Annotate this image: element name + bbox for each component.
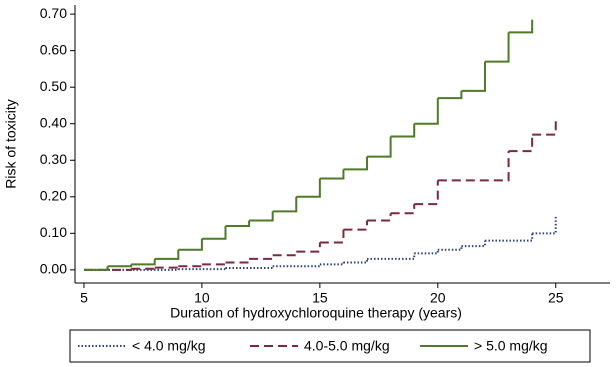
step-segment: [296, 242, 321, 253]
y-tick-label: 0.40: [40, 114, 67, 130]
legend-box: [69, 329, 591, 363]
x-tick-label: 15: [312, 290, 328, 306]
step-segment: [343, 258, 369, 264]
y-tick-label: 0.50: [40, 78, 67, 94]
step-segment: [225, 220, 251, 228]
x-tick-label: 5: [80, 290, 88, 306]
step-segment: [272, 251, 298, 257]
y-tick-label: 0.20: [40, 187, 67, 203]
x-tick-label: 10: [194, 290, 210, 306]
step-segment: [414, 98, 439, 125]
step-segment: [319, 229, 345, 244]
step-segment: [272, 264, 321, 268]
step-segment: [484, 233, 534, 242]
step-segment: [414, 249, 439, 255]
step-segment: [178, 268, 227, 271]
step-segment: [461, 240, 486, 248]
step-segment: [201, 262, 227, 266]
step-segment: [367, 136, 392, 158]
step-segment: [532, 116, 557, 136]
legend-label: > 5.0 mg/kg: [474, 338, 548, 354]
step-segment: [390, 123, 416, 138]
step-segment: [83, 268, 180, 271]
step-segment: [178, 264, 203, 268]
step-segment: [532, 216, 557, 235]
y-tick-label: 0.00: [40, 261, 67, 277]
step-segment: [390, 204, 416, 215]
x-axis-label: Duration of hydroxychloroquine therapy (…: [170, 305, 462, 321]
step-segment: [414, 180, 439, 206]
step-segment: [83, 266, 109, 271]
step-segment: [178, 238, 203, 251]
step-segment: [437, 90, 463, 100]
step-segment: [249, 211, 274, 222]
x-tick-label: 20: [430, 290, 446, 306]
y-tick-label: 0.70: [40, 5, 67, 21]
step-segment: [319, 169, 345, 180]
step-segment: [296, 178, 321, 198]
step-segment: [461, 61, 486, 92]
step-segment: [131, 267, 156, 270]
legend-label: < 4.0 mg/kg: [132, 338, 206, 354]
step-segment: [107, 264, 133, 268]
step-segment: [272, 196, 298, 213]
y-axis-label: Risk of toxicity: [3, 99, 19, 188]
step-segment: [343, 220, 369, 231]
step-segment: [225, 266, 274, 270]
step-segment: [131, 258, 156, 266]
step-segment: [201, 226, 227, 240]
step-segment: [437, 151, 510, 182]
step-segment: [508, 134, 534, 153]
y-tick-label: 0.60: [40, 41, 67, 57]
y-tick-label: 0.30: [40, 151, 67, 167]
step-segment: [484, 32, 510, 63]
step-segment: [154, 249, 180, 260]
step-segment: [225, 258, 251, 264]
step-segment: [249, 255, 274, 260]
legend-label: 4.0-5.0 mg/kg: [304, 338, 390, 354]
step-segment: [319, 262, 345, 266]
x-tick-label: 25: [548, 290, 564, 306]
step-segment: [367, 253, 416, 260]
step-segment: [367, 213, 392, 222]
y-tick-label: 0.10: [40, 224, 67, 240]
step-segment: [437, 246, 463, 251]
step-segment: [343, 156, 369, 171]
step-segment: [154, 266, 180, 269]
step-segment: [508, 19, 534, 34]
